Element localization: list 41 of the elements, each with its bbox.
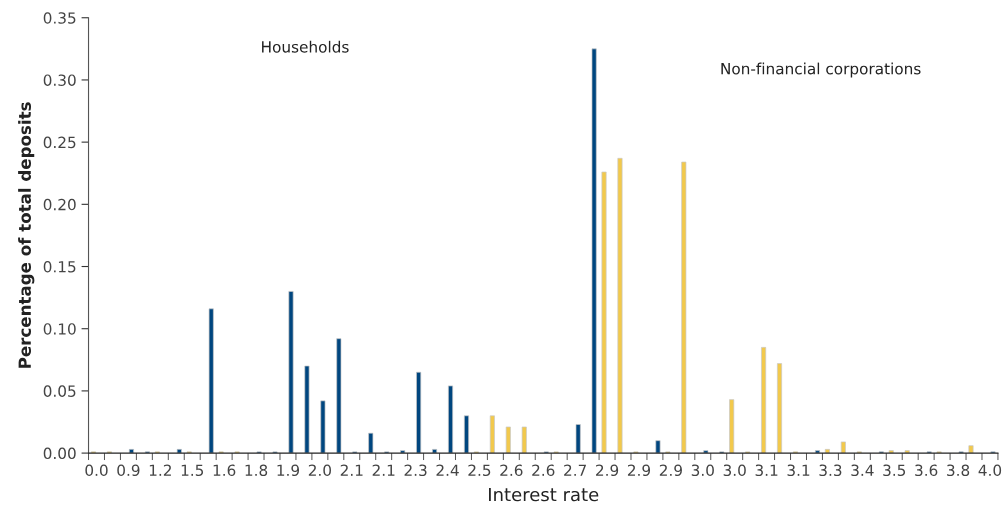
x-tick-label: 4.0: [978, 464, 1002, 477]
x-tick-label: 1.9: [277, 464, 300, 477]
x-tick-label: 2.5: [468, 464, 491, 477]
y-tick-label: 0.25: [43, 136, 76, 149]
x-axis-title: Interest rate: [489, 487, 599, 502]
x-tick-label: 3.0: [691, 464, 714, 477]
x-tick-label: 1.2: [149, 464, 171, 476]
y-tick-label: 0.30: [43, 74, 76, 86]
x-tick-label: 0.9: [117, 464, 140, 477]
x-tick-label: 3.5: [883, 464, 906, 477]
x-tick-label: 2.9: [596, 464, 619, 477]
x-tick-label: 3.3: [819, 464, 842, 477]
x-tick-label: 3.1: [787, 464, 810, 477]
x-tick-label: 2.1: [340, 464, 363, 476]
x-tick-label: 2.9: [627, 464, 651, 477]
x-tick-label: 2.3: [404, 464, 427, 477]
x-tick-label: 3.8: [947, 464, 970, 477]
y-tick-label: 0.10: [43, 323, 76, 335]
x-tick-label: 3.0: [723, 464, 746, 477]
y-tick-label: 0.15: [43, 260, 76, 273]
x-tick-label: 3.6: [915, 464, 938, 477]
annotation: Households: [262, 40, 349, 53]
x-tick-label: 2.6: [532, 464, 555, 477]
x-tick-label: 1.8: [245, 464, 268, 477]
x-tick-label: 2.4: [436, 464, 459, 476]
y-tick-label: 0.05: [43, 385, 76, 397]
y-axis-title: Percentage of total deposits: [18, 102, 35, 368]
x-tick-label: 2.6: [500, 464, 523, 477]
x-tick-label: 3.1: [755, 464, 778, 477]
x-tick-label: 0.0: [85, 464, 108, 477]
x-tick-label: 2.1: [372, 464, 395, 476]
x-tick-label: 1.6: [213, 464, 236, 477]
annotation: Non-financial corporations: [721, 62, 921, 78]
x-tick-label: 2.9: [659, 464, 682, 477]
x-tick-label: 1.5: [181, 464, 204, 477]
y-tick-label: 0.20: [43, 198, 76, 211]
y-tick-label: 0.35: [43, 12, 76, 24]
x-tick-label: 2.7: [564, 464, 586, 476]
x-tick-label: 2.0: [308, 464, 332, 477]
x-tick-label: 3.4: [851, 464, 874, 477]
y-tick-label: 0.00: [43, 447, 76, 460]
